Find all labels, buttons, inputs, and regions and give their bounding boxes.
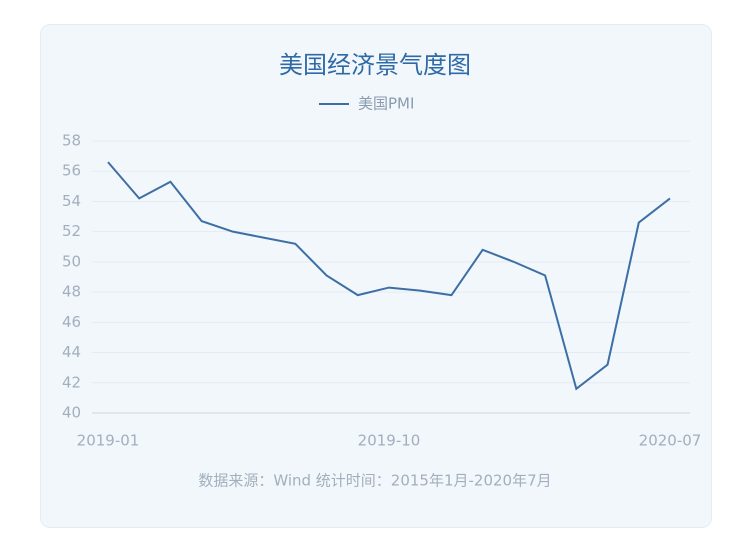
y-tick-label: 56 bbox=[62, 162, 81, 180]
y-tick-label: 50 bbox=[62, 252, 81, 270]
x-tick-label: 2020-07 bbox=[639, 432, 702, 450]
y-tick-label: 40 bbox=[62, 404, 81, 422]
y-tick-label: 54 bbox=[62, 192, 81, 210]
y-tick-label: 52 bbox=[62, 222, 81, 240]
data-line bbox=[107, 161, 671, 391]
y-tick-label: 46 bbox=[62, 313, 81, 331]
y-tick-label: 44 bbox=[62, 343, 81, 361]
y-tick-label: 58 bbox=[62, 132, 81, 150]
chart-title: 美国经济景气度图 bbox=[279, 51, 471, 79]
x-tick-label: 2019-10 bbox=[358, 432, 421, 450]
legend-label: 美国PMI bbox=[358, 95, 414, 113]
x-tick-label: 2019-01 bbox=[77, 432, 140, 450]
source-note: 数据来源：Wind 统计时间：2015年1月-2020年7月 bbox=[198, 472, 551, 490]
y-tick-label: 42 bbox=[62, 373, 81, 391]
card bbox=[40, 24, 712, 528]
y-tick-label: 48 bbox=[62, 283, 81, 301]
